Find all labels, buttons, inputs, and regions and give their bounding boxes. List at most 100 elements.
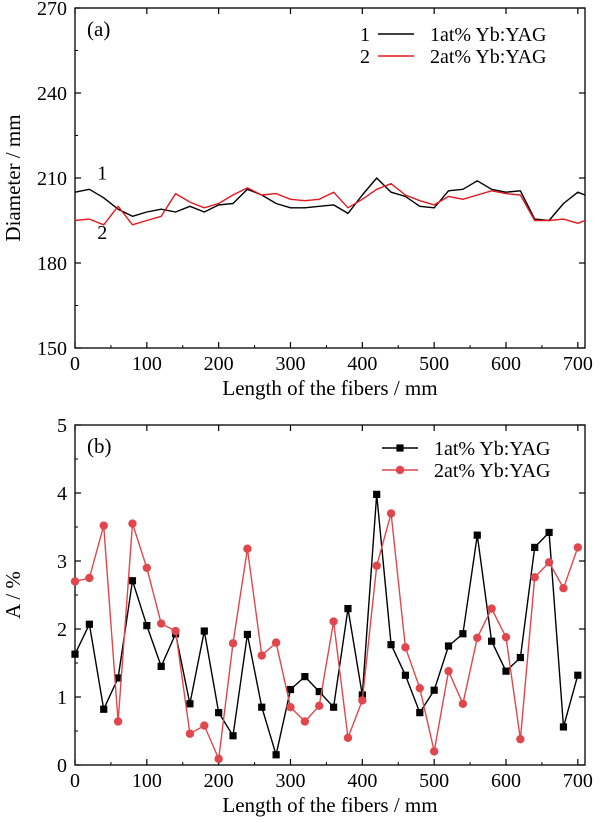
data-point-square: [186, 700, 194, 708]
y-tick-label: 180: [37, 253, 67, 275]
data-point-square: [329, 703, 338, 711]
data-point-circle: [401, 643, 410, 652]
data-point-circle: [458, 699, 468, 708]
y-tick-label: 240: [37, 83, 67, 105]
x-axis-label: Length of the fibers / mm: [222, 376, 437, 400]
legend-label: 2at% Yb:YAG: [430, 46, 546, 68]
data-point-square: [100, 705, 108, 713]
data-point-circle: [142, 563, 152, 572]
y-tick-label: 1: [57, 687, 67, 709]
x-tick-label: 700: [563, 353, 593, 375]
data-point-square: [200, 627, 208, 635]
data-point-circle: [128, 519, 137, 528]
x-tick-label: 600: [491, 770, 521, 792]
curve-label-2: 2: [97, 222, 107, 244]
data-point-circle: [185, 729, 195, 738]
data-point-square: [85, 620, 93, 628]
legend-label: 1at% Yb:YAG: [430, 24, 546, 46]
y-tick-label: 210: [37, 168, 67, 190]
y-axis-label: Diameter / mm: [1, 114, 25, 241]
legend-marker-circle: [395, 465, 405, 475]
x-tick-label: 700: [563, 770, 593, 792]
data-point-circle: [257, 651, 266, 660]
data-point-circle: [228, 639, 238, 648]
data-point-circle: [415, 683, 424, 693]
curve-label-1: 1: [97, 162, 107, 184]
data-point-square: [502, 667, 510, 675]
x-tick-label: 100: [132, 770, 162, 792]
data-point-square: [286, 685, 295, 694]
data-point-square: [373, 490, 381, 498]
data-point-square: [531, 543, 539, 551]
panel-label: (b): [87, 434, 112, 458]
data-point-circle: [70, 577, 80, 586]
data-point-circle: [386, 509, 396, 518]
data-point-square: [258, 703, 266, 711]
data-point-circle: [315, 701, 324, 711]
data-point-circle: [429, 747, 439, 756]
data-point-circle: [156, 619, 166, 628]
data-point-square: [559, 723, 568, 731]
data-point-circle: [99, 521, 108, 530]
data-point-circle: [473, 633, 482, 643]
y-tick-label: 270: [37, 0, 67, 20]
x-tick-label: 400: [347, 770, 377, 792]
data-point-square: [444, 642, 453, 650]
x-tick-label: 600: [491, 353, 521, 375]
series-line-1: [74, 493, 579, 756]
data-point-square: [157, 662, 165, 670]
data-point-circle: [85, 573, 94, 583]
data-point-circle: [544, 558, 554, 567]
data-point-circle: [343, 733, 353, 742]
data-point-circle: [271, 638, 281, 647]
data-point-circle: [214, 754, 223, 764]
data-point-circle: [200, 721, 209, 730]
data-point-square: [387, 641, 395, 649]
data-point-circle: [113, 717, 123, 726]
data-point-circle: [171, 626, 180, 636]
series-line-2: [74, 182, 586, 226]
data-point-square: [272, 751, 280, 759]
legend-label: 2at% Yb:YAG: [434, 460, 550, 482]
x-tick-label: 500: [419, 770, 449, 792]
data-point-square: [243, 630, 251, 639]
data-point-circle: [329, 617, 338, 626]
y-tick-label: 5: [57, 415, 67, 437]
series-line-1: [74, 177, 586, 222]
x-tick-label: 0: [70, 770, 80, 792]
data-point-circle: [487, 604, 496, 613]
data-point-square: [315, 687, 323, 696]
data-point-circle: [559, 584, 568, 593]
data-point-circle: [444, 666, 453, 676]
y-tick-label: 2: [57, 619, 67, 641]
legend-marker-square: [396, 444, 404, 452]
x-tick-label: 200: [204, 353, 234, 375]
data-point-square: [401, 671, 410, 679]
y-tick-label: 0: [57, 755, 67, 777]
data-point-square: [516, 653, 524, 662]
legend-number: 2: [360, 46, 370, 68]
data-point-square: [215, 709, 223, 717]
x-tick-label: 400: [347, 353, 377, 375]
series-line-2: [74, 512, 579, 760]
data-point-square: [143, 622, 151, 630]
data-point-square: [574, 671, 582, 679]
data-point-circle: [243, 544, 252, 553]
x-tick-label: 300: [275, 353, 305, 375]
data-point-circle: [286, 703, 295, 712]
y-tick-label: 4: [57, 483, 67, 505]
legend-label: 1at% Yb:YAG: [434, 438, 550, 460]
y-tick-label: 150: [37, 338, 67, 360]
data-point-circle: [372, 561, 381, 570]
panel-label: (a): [87, 17, 110, 41]
x-tick-label: 100: [132, 353, 162, 375]
data-point-square: [459, 630, 467, 638]
data-point-square: [114, 674, 122, 682]
data-point-circle: [300, 717, 310, 726]
x-tick-label: 200: [204, 770, 234, 792]
y-axis-label: A / %: [1, 571, 25, 619]
x-tick-label: 300: [275, 770, 305, 792]
data-point-circle: [573, 543, 583, 552]
